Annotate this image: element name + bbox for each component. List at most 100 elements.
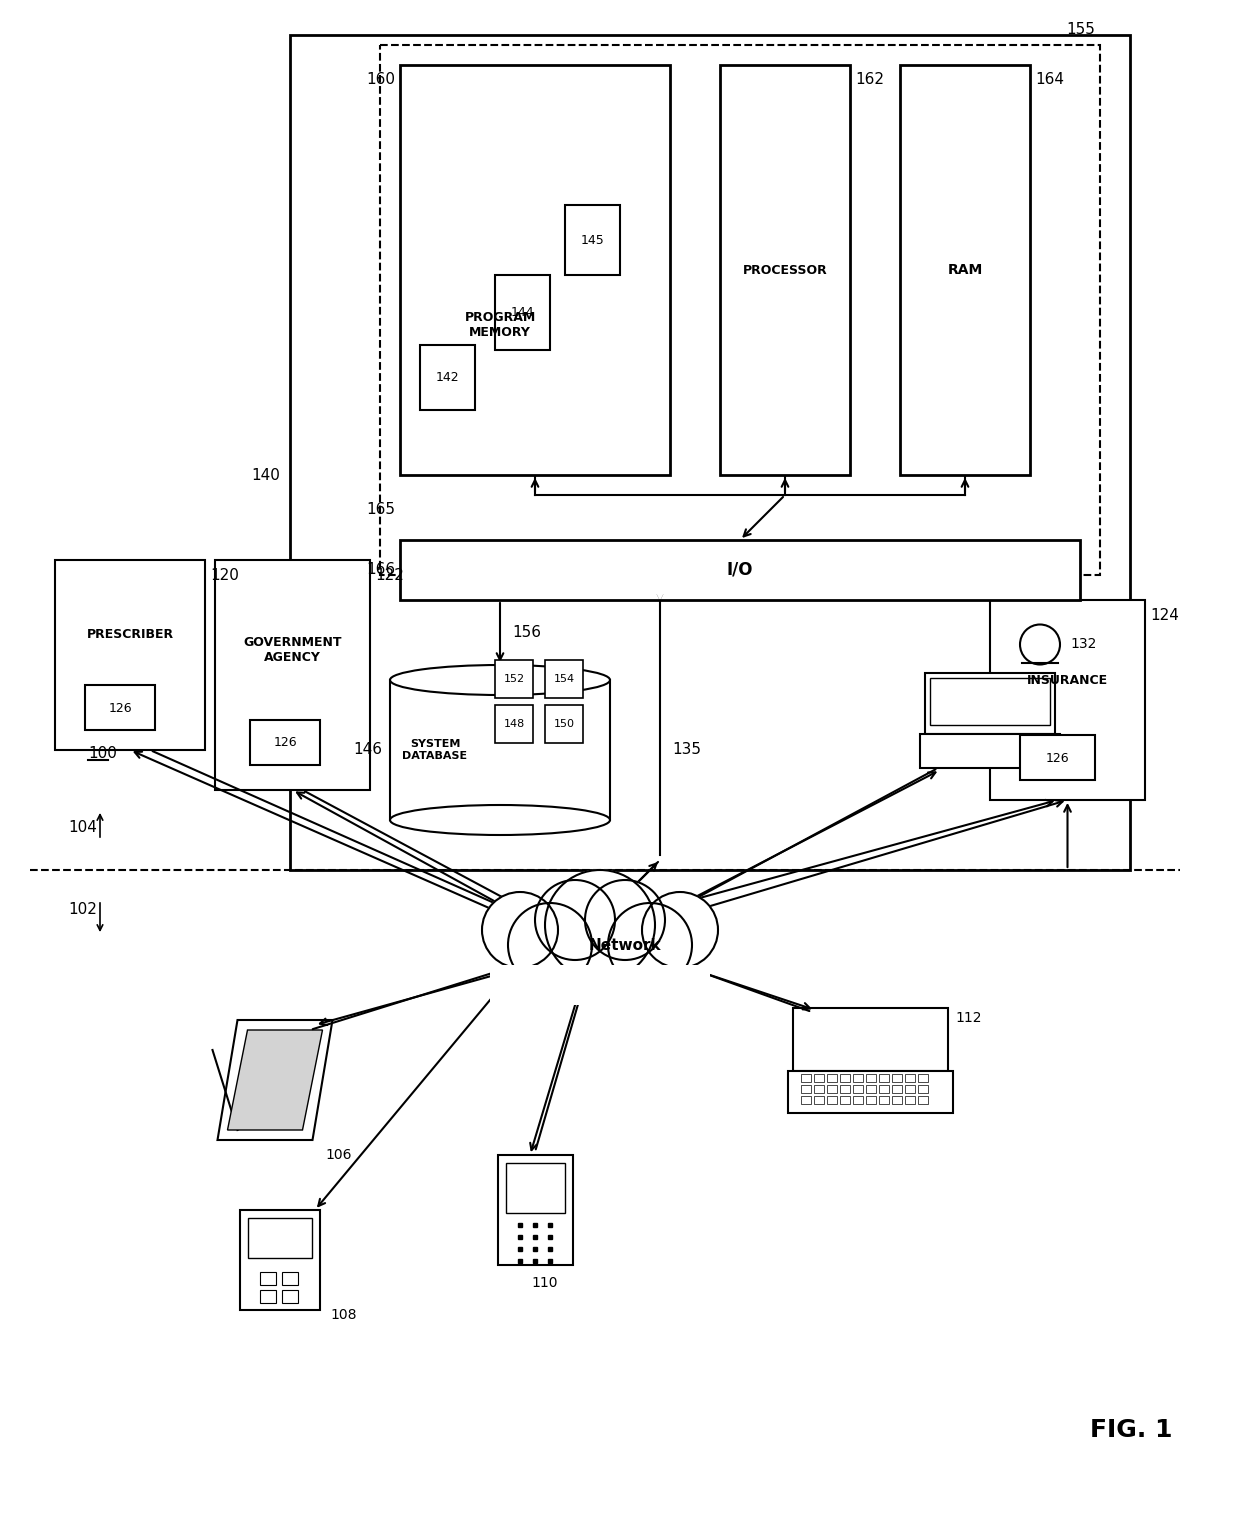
Text: 148: 148 bbox=[503, 719, 525, 729]
Bar bbox=[827, 1084, 837, 1092]
Circle shape bbox=[642, 891, 718, 967]
Text: 162: 162 bbox=[856, 73, 884, 88]
Text: 142: 142 bbox=[435, 371, 459, 383]
Bar bbox=[918, 1095, 928, 1104]
Ellipse shape bbox=[391, 805, 610, 835]
Bar bbox=[495, 275, 551, 350]
Bar bbox=[260, 1290, 277, 1303]
Bar bbox=[495, 660, 533, 698]
Bar bbox=[250, 719, 320, 765]
Polygon shape bbox=[217, 1021, 332, 1141]
Bar bbox=[565, 205, 620, 275]
Bar bbox=[853, 1074, 863, 1081]
Bar bbox=[866, 1084, 875, 1092]
Bar bbox=[401, 65, 670, 475]
Bar bbox=[866, 1095, 875, 1104]
Bar bbox=[839, 1095, 849, 1104]
Bar bbox=[925, 672, 1055, 735]
Bar bbox=[813, 1095, 823, 1104]
Text: PRESCRIBER: PRESCRIBER bbox=[87, 628, 174, 642]
Bar bbox=[506, 1164, 564, 1214]
Bar bbox=[900, 65, 1030, 475]
Bar bbox=[801, 1084, 811, 1092]
Text: GOVERNMENT
AGENCY: GOVERNMENT AGENCY bbox=[243, 636, 342, 665]
Bar bbox=[878, 1084, 889, 1092]
Bar bbox=[281, 1272, 298, 1285]
Bar bbox=[379, 46, 1100, 575]
Bar bbox=[801, 1095, 811, 1104]
Text: 135: 135 bbox=[672, 742, 701, 757]
Bar bbox=[990, 599, 1145, 800]
Circle shape bbox=[585, 881, 665, 960]
Text: 156: 156 bbox=[512, 625, 541, 640]
Text: 106: 106 bbox=[325, 1148, 351, 1162]
Bar bbox=[813, 1074, 823, 1081]
Text: 160: 160 bbox=[366, 73, 396, 88]
Text: 104: 104 bbox=[68, 820, 97, 835]
Text: 150: 150 bbox=[553, 719, 574, 729]
Text: 102: 102 bbox=[68, 902, 97, 917]
Bar bbox=[801, 1074, 811, 1081]
Bar bbox=[401, 540, 1080, 599]
Bar bbox=[853, 1095, 863, 1104]
Bar bbox=[792, 1007, 947, 1071]
Text: FIG. 1: FIG. 1 bbox=[1090, 1418, 1173, 1442]
Bar bbox=[290, 35, 1130, 870]
Bar bbox=[904, 1084, 915, 1092]
Bar bbox=[920, 735, 1060, 768]
Bar bbox=[918, 1084, 928, 1092]
Bar bbox=[892, 1074, 901, 1081]
Bar bbox=[930, 677, 1050, 726]
Bar bbox=[853, 1084, 863, 1092]
Text: 126: 126 bbox=[108, 701, 131, 715]
Text: 100: 100 bbox=[88, 745, 117, 760]
Bar bbox=[391, 680, 610, 820]
Text: 132: 132 bbox=[1070, 637, 1096, 651]
Bar bbox=[495, 706, 533, 742]
Text: 165: 165 bbox=[366, 502, 396, 517]
Bar bbox=[892, 1084, 901, 1092]
Bar bbox=[55, 560, 205, 750]
Text: I/O: I/O bbox=[727, 561, 753, 580]
Circle shape bbox=[508, 903, 591, 987]
Circle shape bbox=[546, 870, 655, 980]
Bar bbox=[1021, 735, 1095, 780]
Text: 126: 126 bbox=[1045, 751, 1069, 765]
Circle shape bbox=[534, 881, 615, 960]
Bar bbox=[497, 1154, 573, 1265]
Text: SYSTEM
DATABASE: SYSTEM DATABASE bbox=[403, 739, 467, 760]
Text: 166: 166 bbox=[366, 563, 396, 578]
Text: 124: 124 bbox=[1149, 607, 1179, 622]
Bar bbox=[420, 345, 475, 411]
Text: 112: 112 bbox=[955, 1010, 982, 1025]
Text: INSURANCE: INSURANCE bbox=[1027, 674, 1109, 686]
Text: PROGRAM
MEMORY: PROGRAM MEMORY bbox=[464, 310, 536, 339]
Polygon shape bbox=[227, 1030, 322, 1130]
Text: 122: 122 bbox=[374, 567, 404, 583]
Bar bbox=[813, 1084, 823, 1092]
Bar bbox=[281, 1290, 298, 1303]
Text: PROCESSOR: PROCESSOR bbox=[743, 263, 827, 277]
Bar bbox=[720, 65, 849, 475]
Bar bbox=[827, 1074, 837, 1081]
Bar bbox=[904, 1074, 915, 1081]
Bar bbox=[839, 1074, 849, 1081]
Text: 155: 155 bbox=[1066, 23, 1095, 38]
Text: 154: 154 bbox=[553, 674, 574, 684]
Bar bbox=[260, 1272, 277, 1285]
Text: 130: 130 bbox=[515, 987, 544, 1002]
Bar bbox=[839, 1084, 849, 1092]
Bar bbox=[866, 1074, 875, 1081]
Bar bbox=[878, 1074, 889, 1081]
Circle shape bbox=[482, 891, 558, 967]
Bar bbox=[918, 1074, 928, 1081]
Bar bbox=[904, 1095, 915, 1104]
Bar bbox=[86, 684, 155, 730]
Bar bbox=[787, 1071, 952, 1112]
Ellipse shape bbox=[391, 665, 610, 695]
Text: 140: 140 bbox=[252, 467, 280, 482]
Text: 145: 145 bbox=[580, 234, 604, 246]
Circle shape bbox=[608, 903, 692, 987]
Text: RAM: RAM bbox=[947, 263, 982, 277]
Bar bbox=[490, 964, 711, 1005]
